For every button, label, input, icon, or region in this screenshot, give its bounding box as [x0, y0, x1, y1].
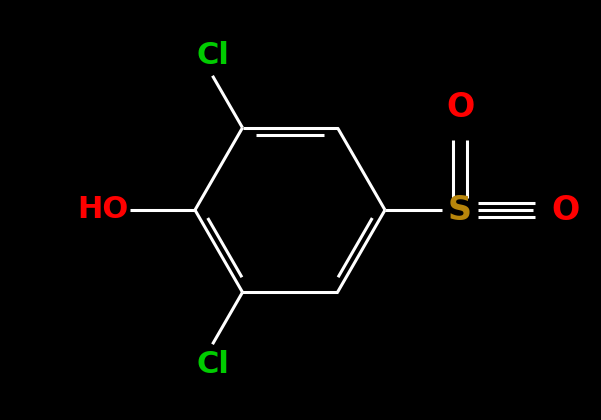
Text: Cl: Cl	[196, 41, 229, 70]
Text: Cl: Cl	[196, 350, 229, 379]
Text: S: S	[448, 194, 472, 226]
Text: O: O	[551, 194, 579, 226]
Text: HO: HO	[77, 195, 128, 225]
Text: O: O	[446, 91, 474, 124]
